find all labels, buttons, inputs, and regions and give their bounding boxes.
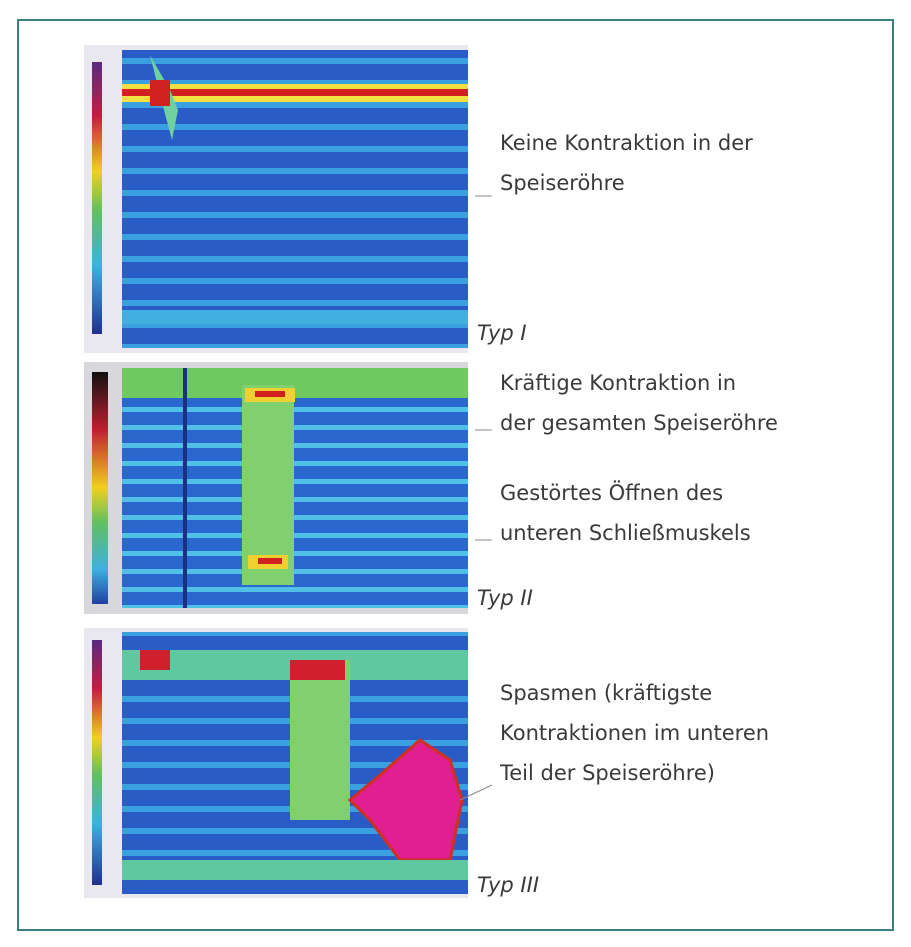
figure: Keine Kontraktion in der Speiseröhre Typ…	[0, 0, 911, 947]
heatmap-3	[84, 628, 468, 898]
heatmap-1	[84, 45, 468, 353]
annotation: Keine Kontraktion in der	[500, 131, 753, 155]
annotation: Kräftige Kontraktion in	[500, 371, 736, 395]
type-label: Typ I	[477, 321, 527, 345]
annotation: unteren Schließmuskels	[500, 521, 751, 545]
annotation: der gesamten Speiseröhre	[500, 411, 778, 435]
annotation: Teil der Speiseröhre)	[499, 761, 715, 785]
annotation: Kontraktionen im unteren	[500, 721, 769, 745]
annotation: Gestörtes Öffnen des	[500, 480, 723, 505]
annotation: Spasmen (kräftigste	[500, 681, 712, 705]
type-label: Typ III	[477, 873, 539, 897]
heatmap-2	[84, 362, 468, 614]
annotation: Speiseröhre	[500, 171, 625, 195]
type-label: Typ II	[477, 586, 533, 610]
